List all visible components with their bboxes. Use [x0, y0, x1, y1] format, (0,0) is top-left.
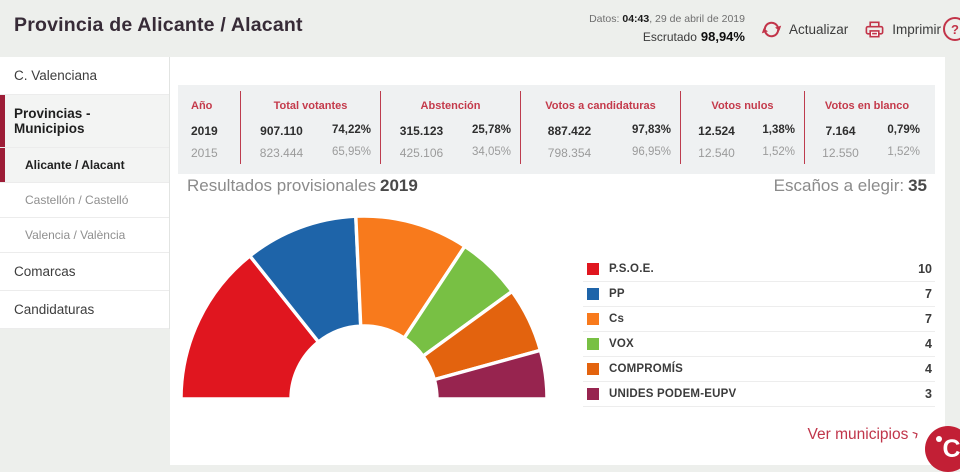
seats-to-elect: Escaños a elegir: 35 [773, 176, 927, 195]
legend-swatch-unides-podem-eupv [587, 388, 599, 400]
chart-segment-unides-podem-eupv[interactable] [432, 348, 549, 401]
scrutiny-progress: Escrutado 98,94% [642, 29, 745, 45]
legend-seat-count: 7 [925, 312, 932, 326]
legend-swatch-cs [587, 313, 599, 325]
hemicycle-chart [179, 214, 549, 401]
legend-party-name: PP [609, 288, 625, 300]
legend-swatch-compromis [587, 363, 599, 375]
summary-col-votos-a-candidaturas: Votos a candidaturas [520, 91, 680, 120]
chevron-right-icon: › [908, 423, 923, 444]
legend-party-name: UNIDES PODEM-EUPV [609, 388, 737, 400]
legend-seat-count: 10 [918, 262, 932, 276]
summary-count-2015-abstencion: 425.106 [380, 142, 468, 164]
summary-count-2019-total-votantes: 907.110 [240, 120, 328, 142]
legend-row-cs[interactable]: Cs 7 [583, 307, 935, 332]
legend-swatch-vox [587, 338, 599, 350]
refresh-button[interactable]: Actualizar [761, 19, 848, 40]
summary-col-votos-en-blanco: Votos en blanco [804, 91, 929, 120]
ver-municipios-link[interactable]: Ver municipios › [807, 423, 923, 444]
page-title: Provincia de Alicante / Alacant [14, 14, 303, 36]
header-actions: Datos: 04:43, 29 de abril de 2019 Escrut… [589, 11, 941, 47]
print-label: Imprimir [892, 21, 941, 37]
summary-pct-2015-votos-a-candidaturas: 96,95% [631, 146, 671, 158]
results-heading: Resultados provisionales 2019 [187, 176, 418, 195]
summary-pct-2015-votos-nulos: 1,52% [762, 146, 795, 158]
legend-swatch-p-s-o-e [587, 263, 599, 275]
summary-col-total-votantes: Total votantes [240, 91, 380, 120]
summary-pct-2015-total-votantes: 65,95% [331, 146, 371, 158]
printer-icon [865, 21, 884, 38]
data-status: Datos: 04:43, 29 de abril de 2019 Escrut… [589, 11, 745, 47]
sidebar-item-candidaturas[interactable]: Candidaturas [0, 291, 169, 329]
data-timestamp: Datos: 04:43, 29 de abril de 2019 [589, 13, 745, 25]
summary-count-2015-votos-en-blanco: 12.550 [804, 142, 882, 164]
refresh-icon [761, 21, 782, 37]
legend-party-name: VOX [609, 338, 634, 350]
summary-pct-2019-votos-a-candidaturas: 97,83% [631, 124, 671, 136]
summary-pct-2019-votos-en-blanco: 0,79% [887, 124, 920, 136]
summary-count-2015-votos-a-candidaturas: 798.354 [520, 142, 624, 164]
refresh-label: Actualizar [788, 21, 849, 37]
summary-count-2019-votos-nulos: 12.524 [680, 120, 758, 142]
sidebar-item-comarcas[interactable]: Comarcas [0, 253, 169, 291]
summary-year-2015: 2015 [191, 146, 218, 160]
sidebar-item-valencia-valencia[interactable]: Valencia / València [0, 218, 169, 253]
summary-count-2015-votos-nulos: 12.540 [680, 142, 758, 164]
summary-count-2019-abstencion: 315.123 [380, 120, 468, 142]
logo-degree-dot [936, 436, 942, 442]
summary-count-2015-total-votantes: 823.444 [240, 142, 328, 164]
summary-count-2019-votos-a-candidaturas: 887.422 [520, 120, 624, 142]
summary-pct-2015-abstencion: 34,05% [471, 146, 511, 158]
summary-year-2019: 2019 [191, 124, 218, 138]
summary-count-2019-votos-en-blanco: 7.164 [804, 120, 882, 142]
legend-party-name: Cs [609, 313, 625, 325]
legend-party-name: P.S.O.E. [609, 263, 654, 275]
sidebar-item-c-valenciana[interactable]: C. Valenciana [0, 57, 169, 95]
chart-segment-p-s-o-e[interactable] [179, 253, 321, 401]
brand-logo: C [925, 426, 960, 472]
chart-legend: P.S.O.E. 10 PP 7 Cs 7 VOX 4 COMPROMÍS 4 UNIDES POD… [583, 257, 935, 407]
legend-row-compromis[interactable]: COMPROMÍS 4 [583, 357, 935, 382]
summary-col-abstencion: Abstención [380, 91, 520, 120]
summary-pct-2019-votos-nulos: 1,38% [762, 124, 795, 136]
results-header: Resultados provisionales 2019 Escaños a e… [187, 176, 927, 196]
legend-row-vox[interactable]: VOX 4 [583, 332, 935, 357]
legend-seat-count: 4 [925, 362, 932, 376]
help-button[interactable]: ? [943, 17, 960, 41]
summary-pct-2019-total-votantes: 74,22% [331, 124, 371, 136]
summary-col-year: Año [191, 100, 213, 112]
vote-summary-table: Año Total votantes Abstención Votos a candi… [178, 85, 935, 174]
summary-pct-2015-votos-en-blanco: 1,52% [887, 146, 920, 158]
help-icon: ? [951, 21, 959, 37]
main-panel: Año Total votantes Abstención Votos a candi… [170, 57, 945, 465]
sidebar-item-castellon-castello[interactable]: Castellón / Castelló [0, 183, 169, 218]
legend-swatch-pp [587, 288, 599, 300]
summary-pct-2019-abstencion: 25,78% [471, 124, 511, 136]
sidebar-item-alicante-alacant[interactable]: Alicante / Alacant [0, 148, 169, 183]
legend-row-p-s-o-e[interactable]: P.S.O.E. 10 [583, 257, 935, 282]
summary-col-votos-nulos: Votos nulos [680, 91, 804, 120]
print-button[interactable]: Imprimir [864, 19, 941, 40]
legend-seat-count: 3 [925, 387, 932, 401]
legend-party-name: COMPROMÍS [609, 363, 683, 375]
legend-seat-count: 7 [925, 287, 932, 301]
sidebar: C. Valenciana Provincias - Municipios Alic… [0, 57, 170, 329]
legend-seat-count: 4 [925, 337, 932, 351]
legend-row-unides-podem-eupv[interactable]: UNIDES PODEM-EUPV 3 [583, 382, 935, 407]
legend-row-pp[interactable]: PP 7 [583, 282, 935, 307]
sidebar-item-provincias-municipios[interactable]: Provincias - Municipios [0, 95, 169, 148]
